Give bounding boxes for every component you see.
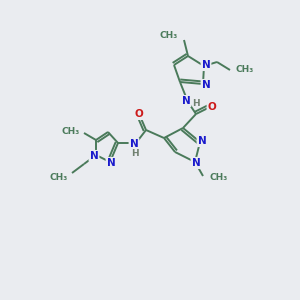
Text: N: N xyxy=(202,60,210,70)
Text: N: N xyxy=(182,96,190,106)
Text: H: H xyxy=(131,148,139,158)
Text: N: N xyxy=(90,151,98,161)
Text: CH₃: CH₃ xyxy=(209,172,227,182)
Text: O: O xyxy=(135,109,143,119)
Text: N: N xyxy=(198,136,206,146)
Text: CH₃: CH₃ xyxy=(236,65,254,74)
Text: O: O xyxy=(208,102,216,112)
Text: N: N xyxy=(130,139,138,149)
Text: N: N xyxy=(106,158,116,168)
Text: H: H xyxy=(192,100,200,109)
Text: N: N xyxy=(192,158,200,168)
Text: CH₃: CH₃ xyxy=(160,31,178,40)
Text: N: N xyxy=(202,80,210,90)
Text: CH₃: CH₃ xyxy=(50,172,68,182)
Text: CH₃: CH₃ xyxy=(62,128,80,136)
